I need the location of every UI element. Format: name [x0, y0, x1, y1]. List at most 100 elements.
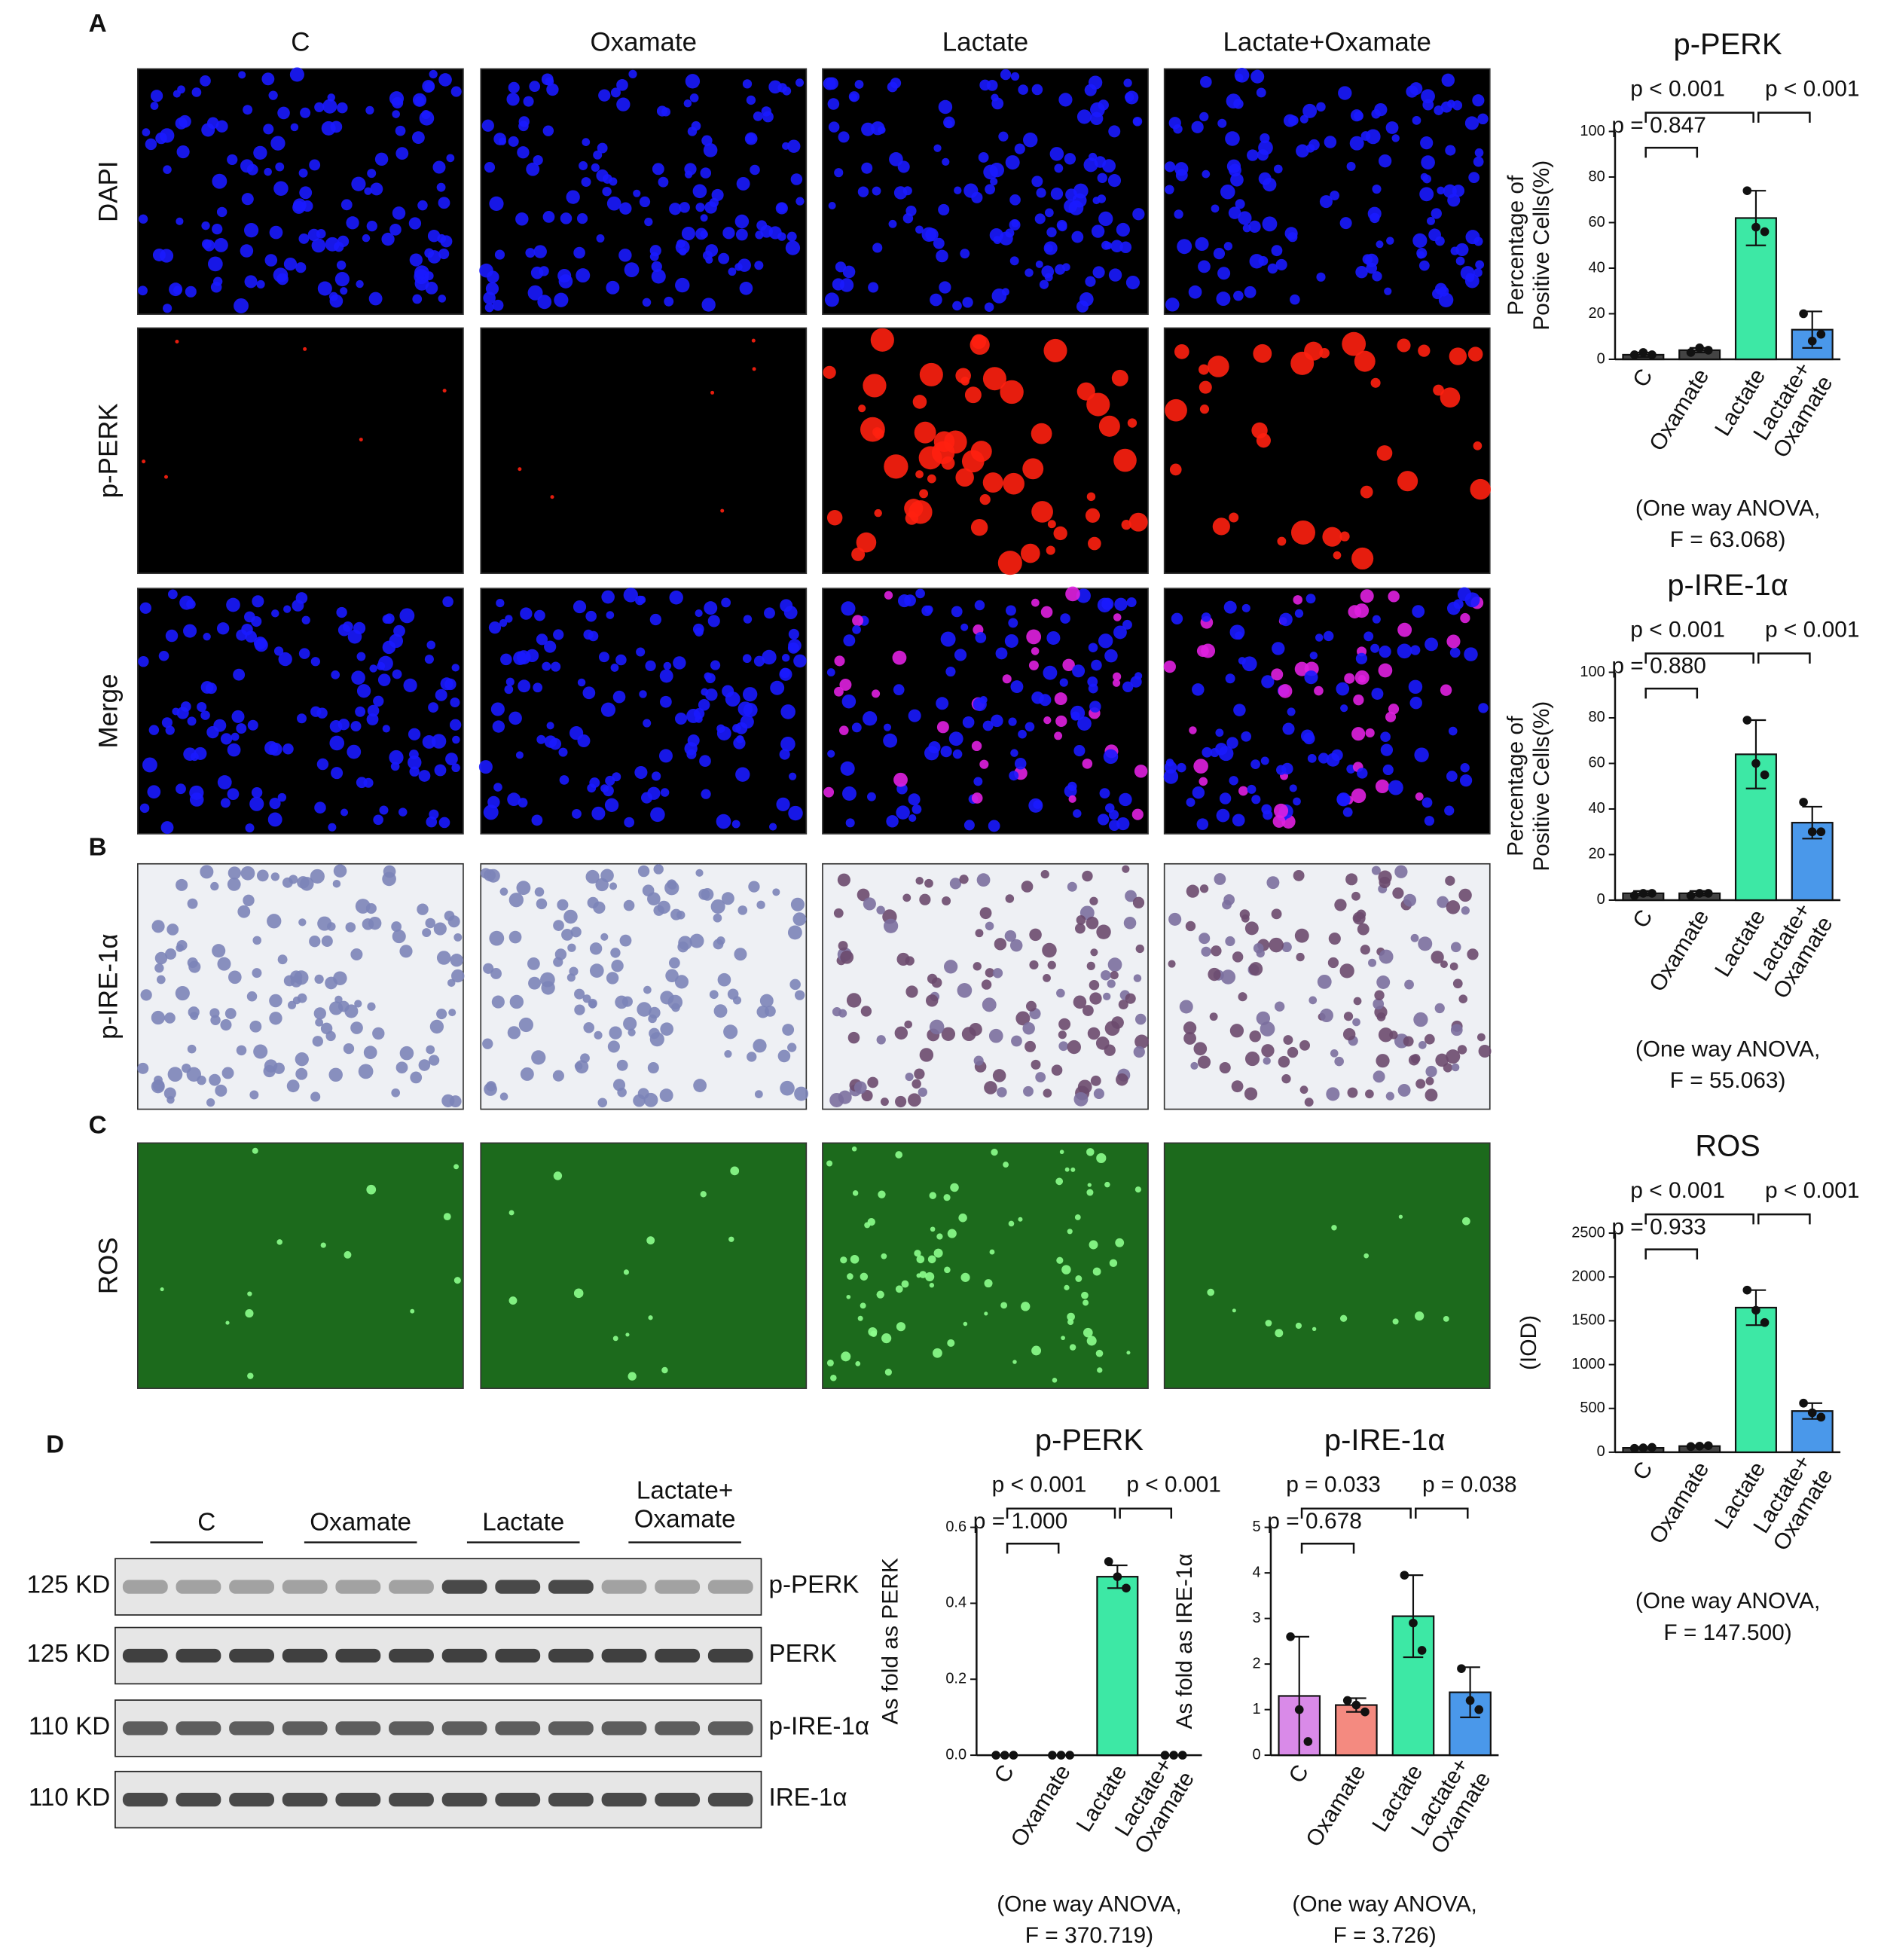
cell: [225, 1320, 230, 1325]
cell: [1085, 508, 1101, 523]
cell: [1009, 939, 1023, 952]
cell: [1118, 999, 1128, 1010]
cell: [737, 701, 753, 716]
cell: [973, 777, 983, 786]
cell: [606, 972, 619, 985]
cell: [252, 595, 264, 608]
cell: [1434, 1003, 1445, 1014]
cell: [283, 605, 292, 613]
data-point: [1000, 1751, 1009, 1760]
cell: [1191, 121, 1204, 133]
cell: [1228, 206, 1241, 219]
micrograph: [1163, 1142, 1491, 1389]
blot-protein: p-PERK: [768, 1571, 859, 1599]
cell: [392, 930, 406, 944]
data-point: [1457, 1664, 1466, 1673]
cell: [867, 792, 876, 801]
cell: [929, 1019, 945, 1035]
cell: [191, 87, 202, 97]
cell: [518, 1017, 533, 1033]
cell: [553, 920, 564, 931]
cell: [216, 622, 230, 635]
cell: [1428, 228, 1441, 242]
cell: [908, 814, 917, 823]
cell: [982, 367, 1006, 391]
cell: [1360, 945, 1370, 955]
cell: [1351, 788, 1367, 804]
cell: [685, 74, 701, 89]
cell: [925, 994, 939, 1007]
cell: [1005, 894, 1015, 903]
data-point: [1799, 798, 1808, 807]
cell: [1299, 1040, 1310, 1051]
cell: [1035, 1072, 1046, 1082]
cell: [944, 1266, 951, 1274]
cell: [1036, 188, 1046, 198]
cell: [962, 716, 975, 728]
cell: [1090, 102, 1105, 118]
cell: [1134, 1034, 1149, 1049]
cell: [1378, 154, 1392, 168]
cell: [1232, 1308, 1236, 1313]
y-tick-label: 2500: [1571, 1224, 1605, 1241]
cell: [979, 494, 991, 505]
cell: [1403, 893, 1417, 907]
cell: [1457, 1045, 1467, 1055]
cell: [435, 688, 447, 701]
cell: [1415, 792, 1424, 801]
cell: [1409, 82, 1423, 96]
chart-title: p-IRE-1α: [1324, 1424, 1445, 1457]
cell: [905, 985, 918, 998]
cell: [1015, 1011, 1031, 1026]
cell: [616, 79, 628, 91]
cell: [713, 913, 722, 923]
cell: [1199, 380, 1212, 394]
cell: [1385, 121, 1399, 134]
blot-band: [282, 1648, 328, 1663]
cell: [203, 633, 211, 641]
cell: [217, 957, 231, 971]
cell: [915, 877, 924, 885]
cell: [1360, 131, 1371, 141]
cell: [674, 975, 689, 989]
cell: [992, 968, 1003, 978]
cell: [1271, 908, 1282, 920]
cell: [929, 1283, 935, 1288]
data-point: [1638, 1443, 1648, 1452]
cell: [1412, 605, 1425, 618]
cell: [438, 197, 450, 209]
cell: [1273, 164, 1283, 174]
cell: [1132, 896, 1145, 908]
cell: [1420, 172, 1428, 181]
cell: [756, 900, 765, 909]
cell: [1348, 605, 1362, 618]
cell: [779, 749, 790, 760]
cell: [1220, 969, 1236, 985]
row-label: p-IRE-1α: [93, 933, 123, 1039]
cell: [870, 328, 894, 352]
cell: [1225, 673, 1235, 684]
cell: [700, 214, 708, 222]
cell: [289, 875, 298, 884]
cell: [176, 878, 188, 891]
cell: [163, 165, 172, 174]
cell: [651, 261, 662, 273]
cell: [1450, 246, 1459, 255]
cell: [1330, 191, 1339, 200]
cell: [941, 456, 955, 470]
cell: [273, 646, 284, 656]
cell: [200, 865, 214, 879]
cell: [1185, 920, 1196, 932]
cell: [1098, 415, 1120, 437]
cell: [924, 746, 939, 761]
cell: [441, 1094, 455, 1107]
cell: [520, 1067, 534, 1081]
cell: [1043, 1088, 1052, 1098]
cell: [633, 1094, 646, 1107]
cell: [1281, 942, 1292, 953]
cell: [269, 797, 281, 810]
cell: [175, 986, 190, 1001]
cell: [1352, 1018, 1360, 1027]
cell: [190, 1012, 199, 1021]
cell: [329, 735, 345, 751]
